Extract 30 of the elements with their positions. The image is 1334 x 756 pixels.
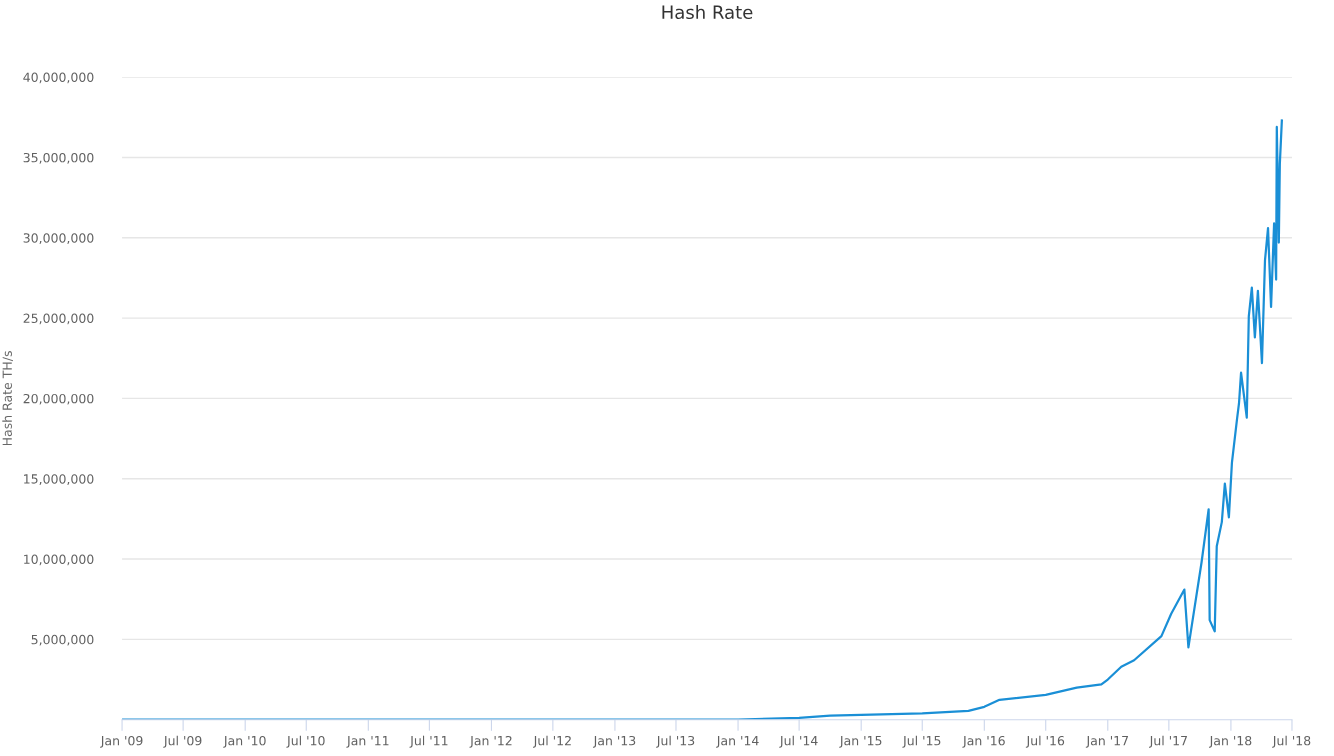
x-tick-label: Jan '09 xyxy=(100,735,143,748)
x-tick-label: Jan '10 xyxy=(223,735,266,748)
x-tick-label: Jul '15 xyxy=(902,735,941,748)
y-tick-label: 5,000,000 xyxy=(31,634,94,646)
x-tick-label: Jul '17 xyxy=(1149,735,1187,748)
y-tick-label: 30,000,000 xyxy=(23,233,94,244)
x-tick-label: Jul '09 xyxy=(163,735,202,748)
x-tick-label: Jan '13 xyxy=(592,735,636,748)
x-tick-label: Jul '14 xyxy=(779,735,818,748)
y-tick-label: 15,000,000 xyxy=(24,474,94,485)
y-tick-label: 35,000,000 xyxy=(23,152,94,164)
y-axis-title: Hash Rate TH/s xyxy=(2,351,13,446)
y-tick-label: 25,000,000 xyxy=(23,313,94,325)
x-tick-label: Jan '15 xyxy=(839,736,882,748)
y-tick-label: 20,000,000 xyxy=(23,393,94,405)
x-tick-label: Jul '11 xyxy=(409,735,448,748)
x-tick-label: Jan '11 xyxy=(346,736,389,748)
y-tick-label: 10,000,000 xyxy=(24,554,94,566)
x-tick-label: Jan '17 xyxy=(1085,736,1129,748)
x-tick-label: Jul '18 xyxy=(1272,735,1311,748)
x-tick-label: Jan '16 xyxy=(962,735,1005,748)
x-tick-label: Jan '18 xyxy=(1208,735,1252,748)
x-tick-label: Jan '12 xyxy=(469,735,512,748)
x-tick-label: Jul '16 xyxy=(1025,735,1065,748)
x-tick-label: Jul '10 xyxy=(286,735,325,748)
x-tick-label: Jul '12 xyxy=(533,735,571,748)
x-tick-label: Jan '14 xyxy=(716,736,759,748)
y-tick-label: 40,000,000 xyxy=(23,72,94,84)
chart-title: Hash Rate xyxy=(662,5,753,20)
x-tick-label: Jul '13 xyxy=(656,735,695,748)
